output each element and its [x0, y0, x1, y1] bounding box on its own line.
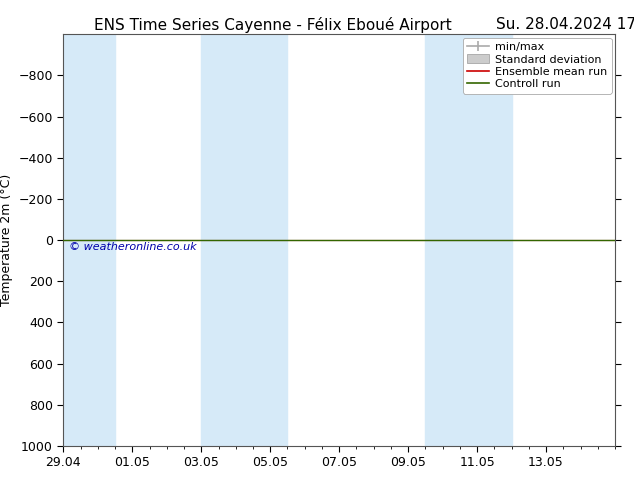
Y-axis label: Temperature 2m (°C): Temperature 2m (°C) [0, 174, 13, 306]
Bar [236, 34, 287, 446]
Bar [202, 34, 236, 446]
Text: © weatheronline.co.uk: © weatheronline.co.uk [69, 242, 197, 252]
Bar [63, 34, 115, 446]
Text: Su. 28.04.2024 17 UTC: Su. 28.04.2024 17 UTC [496, 17, 634, 32]
Bar [460, 34, 512, 446]
Text: ENS Time Series Cayenne - Félix Eboué Airport: ENS Time Series Cayenne - Félix Eboué Ai… [94, 17, 451, 33]
Bar [425, 34, 460, 446]
Legend: min/max, Standard deviation, Ensemble mean run, Controll run: min/max, Standard deviation, Ensemble me… [463, 38, 612, 94]
